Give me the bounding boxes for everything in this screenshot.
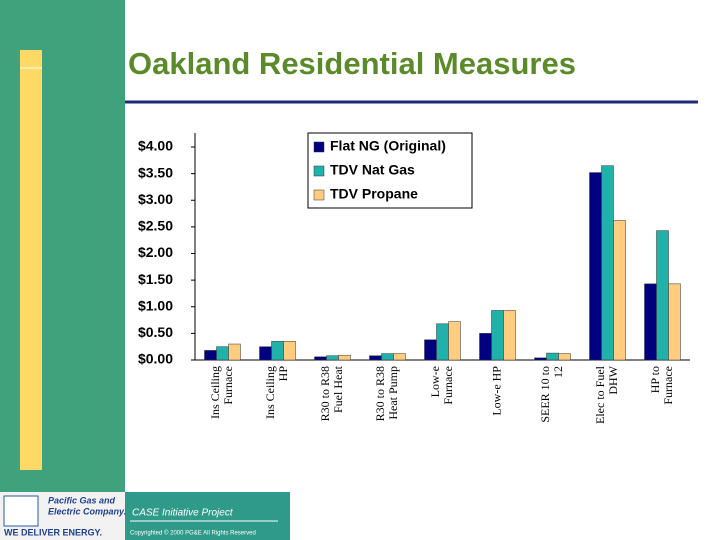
- label-line: Furnace: [221, 366, 235, 405]
- label-line: R30 to R38: [373, 366, 387, 421]
- y-tick-label: $0.00: [138, 351, 173, 367]
- y-tick-label: $3.50: [138, 164, 173, 180]
- x-tick-label: Ins CeilingFurnace: [208, 366, 235, 419]
- bar: [228, 343, 241, 361]
- label-line: R30 to R38: [318, 366, 332, 421]
- x-tick-label: R30 to R38Heat Pump: [373, 366, 400, 421]
- bar: [326, 355, 339, 361]
- x-tick-label: Low-e HP: [489, 366, 503, 416]
- bar: [436, 323, 449, 361]
- legend-label: TDV Propane: [330, 186, 418, 202]
- y-tick-label: $1.50: [138, 271, 173, 287]
- label-line: Fuel Heat: [331, 365, 345, 413]
- x-tick-label: HP toFurnace: [648, 366, 675, 405]
- bar: [381, 353, 394, 361]
- bar: [491, 310, 504, 361]
- label-line: Ins Ceiling: [208, 366, 222, 419]
- bar: [424, 339, 437, 361]
- y-tick-label: $2.50: [138, 218, 173, 234]
- legend-swatch: [313, 165, 325, 177]
- label-line: HP to: [648, 366, 662, 393]
- bar: [601, 165, 614, 361]
- legend-box: [307, 132, 473, 209]
- bar: [558, 353, 571, 361]
- x-tick-label: Low-eFurnace: [428, 366, 455, 405]
- bar: [656, 230, 669, 361]
- legend-label: TDV Nat Gas: [330, 162, 415, 178]
- project-name: CASE Initiative Project: [132, 508, 234, 519]
- legend-swatch: [313, 189, 325, 201]
- label-line: Elec to Fuel: [593, 365, 607, 424]
- bar: [534, 357, 547, 361]
- side-stripe: [20, 50, 42, 470]
- label-line: HP: [276, 366, 290, 382]
- x-tick-label: R30 to R38Fuel Heat: [318, 365, 345, 421]
- legend-label: Flat NG (Original): [330, 138, 446, 154]
- x-tick-label: Elec to FuelDHW: [593, 365, 620, 424]
- bar: [338, 354, 351, 361]
- bar: [216, 346, 229, 361]
- side-panel: [0, 0, 125, 492]
- bar: [668, 283, 681, 361]
- y-tick-label: $2.00: [138, 244, 173, 260]
- company-name: Electric Company.: [48, 506, 126, 516]
- slogan: WE DELIVER ENERGY.: [4, 527, 102, 537]
- bar: [259, 346, 272, 361]
- bar: [369, 355, 382, 361]
- label-line: Low-e: [428, 366, 442, 397]
- label-line: SEER 10 to: [538, 366, 552, 423]
- x-tick-label: Ins CeilingHP: [263, 366, 290, 419]
- x-tick-label: SEER 10 to12: [538, 366, 565, 423]
- y-tick-label: $4.00: [138, 138, 173, 154]
- bar: [448, 321, 461, 361]
- bar: [613, 220, 626, 361]
- bar: [314, 356, 327, 361]
- plot: $0.00 $0.50 $1.00 $1.50 $2.00 $2.50 $3.00 $3.50…: [138, 132, 690, 424]
- y-tick-label: $1.00: [138, 297, 173, 313]
- label-line: Heat Pump: [386, 366, 400, 420]
- bar: [393, 353, 406, 361]
- legend-swatch: [313, 141, 325, 153]
- bar: [644, 283, 657, 361]
- y-tick-label: $3.00: [138, 191, 173, 207]
- logo-icon: [3, 495, 39, 527]
- bar: [283, 341, 296, 361]
- bar: [204, 350, 217, 361]
- bar: [589, 172, 602, 361]
- label-line: DHW: [606, 365, 620, 394]
- label-line: Low-e HP: [489, 366, 503, 416]
- bar: [271, 341, 284, 361]
- y-tick-label: $0.50: [138, 324, 173, 340]
- label-line: 12: [551, 366, 565, 378]
- slide-title: Oakland Residential Measures: [128, 46, 576, 81]
- bar: [479, 333, 492, 361]
- label-line: Furnace: [661, 366, 675, 405]
- footer-band: [125, 492, 290, 540]
- label-line: Furnace: [441, 366, 455, 405]
- bar: [546, 352, 559, 361]
- bar: [503, 310, 516, 361]
- company-name: Pacific Gas and: [48, 495, 116, 505]
- label-line: Ins Ceiling: [263, 366, 277, 419]
- copyright: Copyrighted © 2000 PG&E All Rights Reser…: [130, 530, 256, 537]
